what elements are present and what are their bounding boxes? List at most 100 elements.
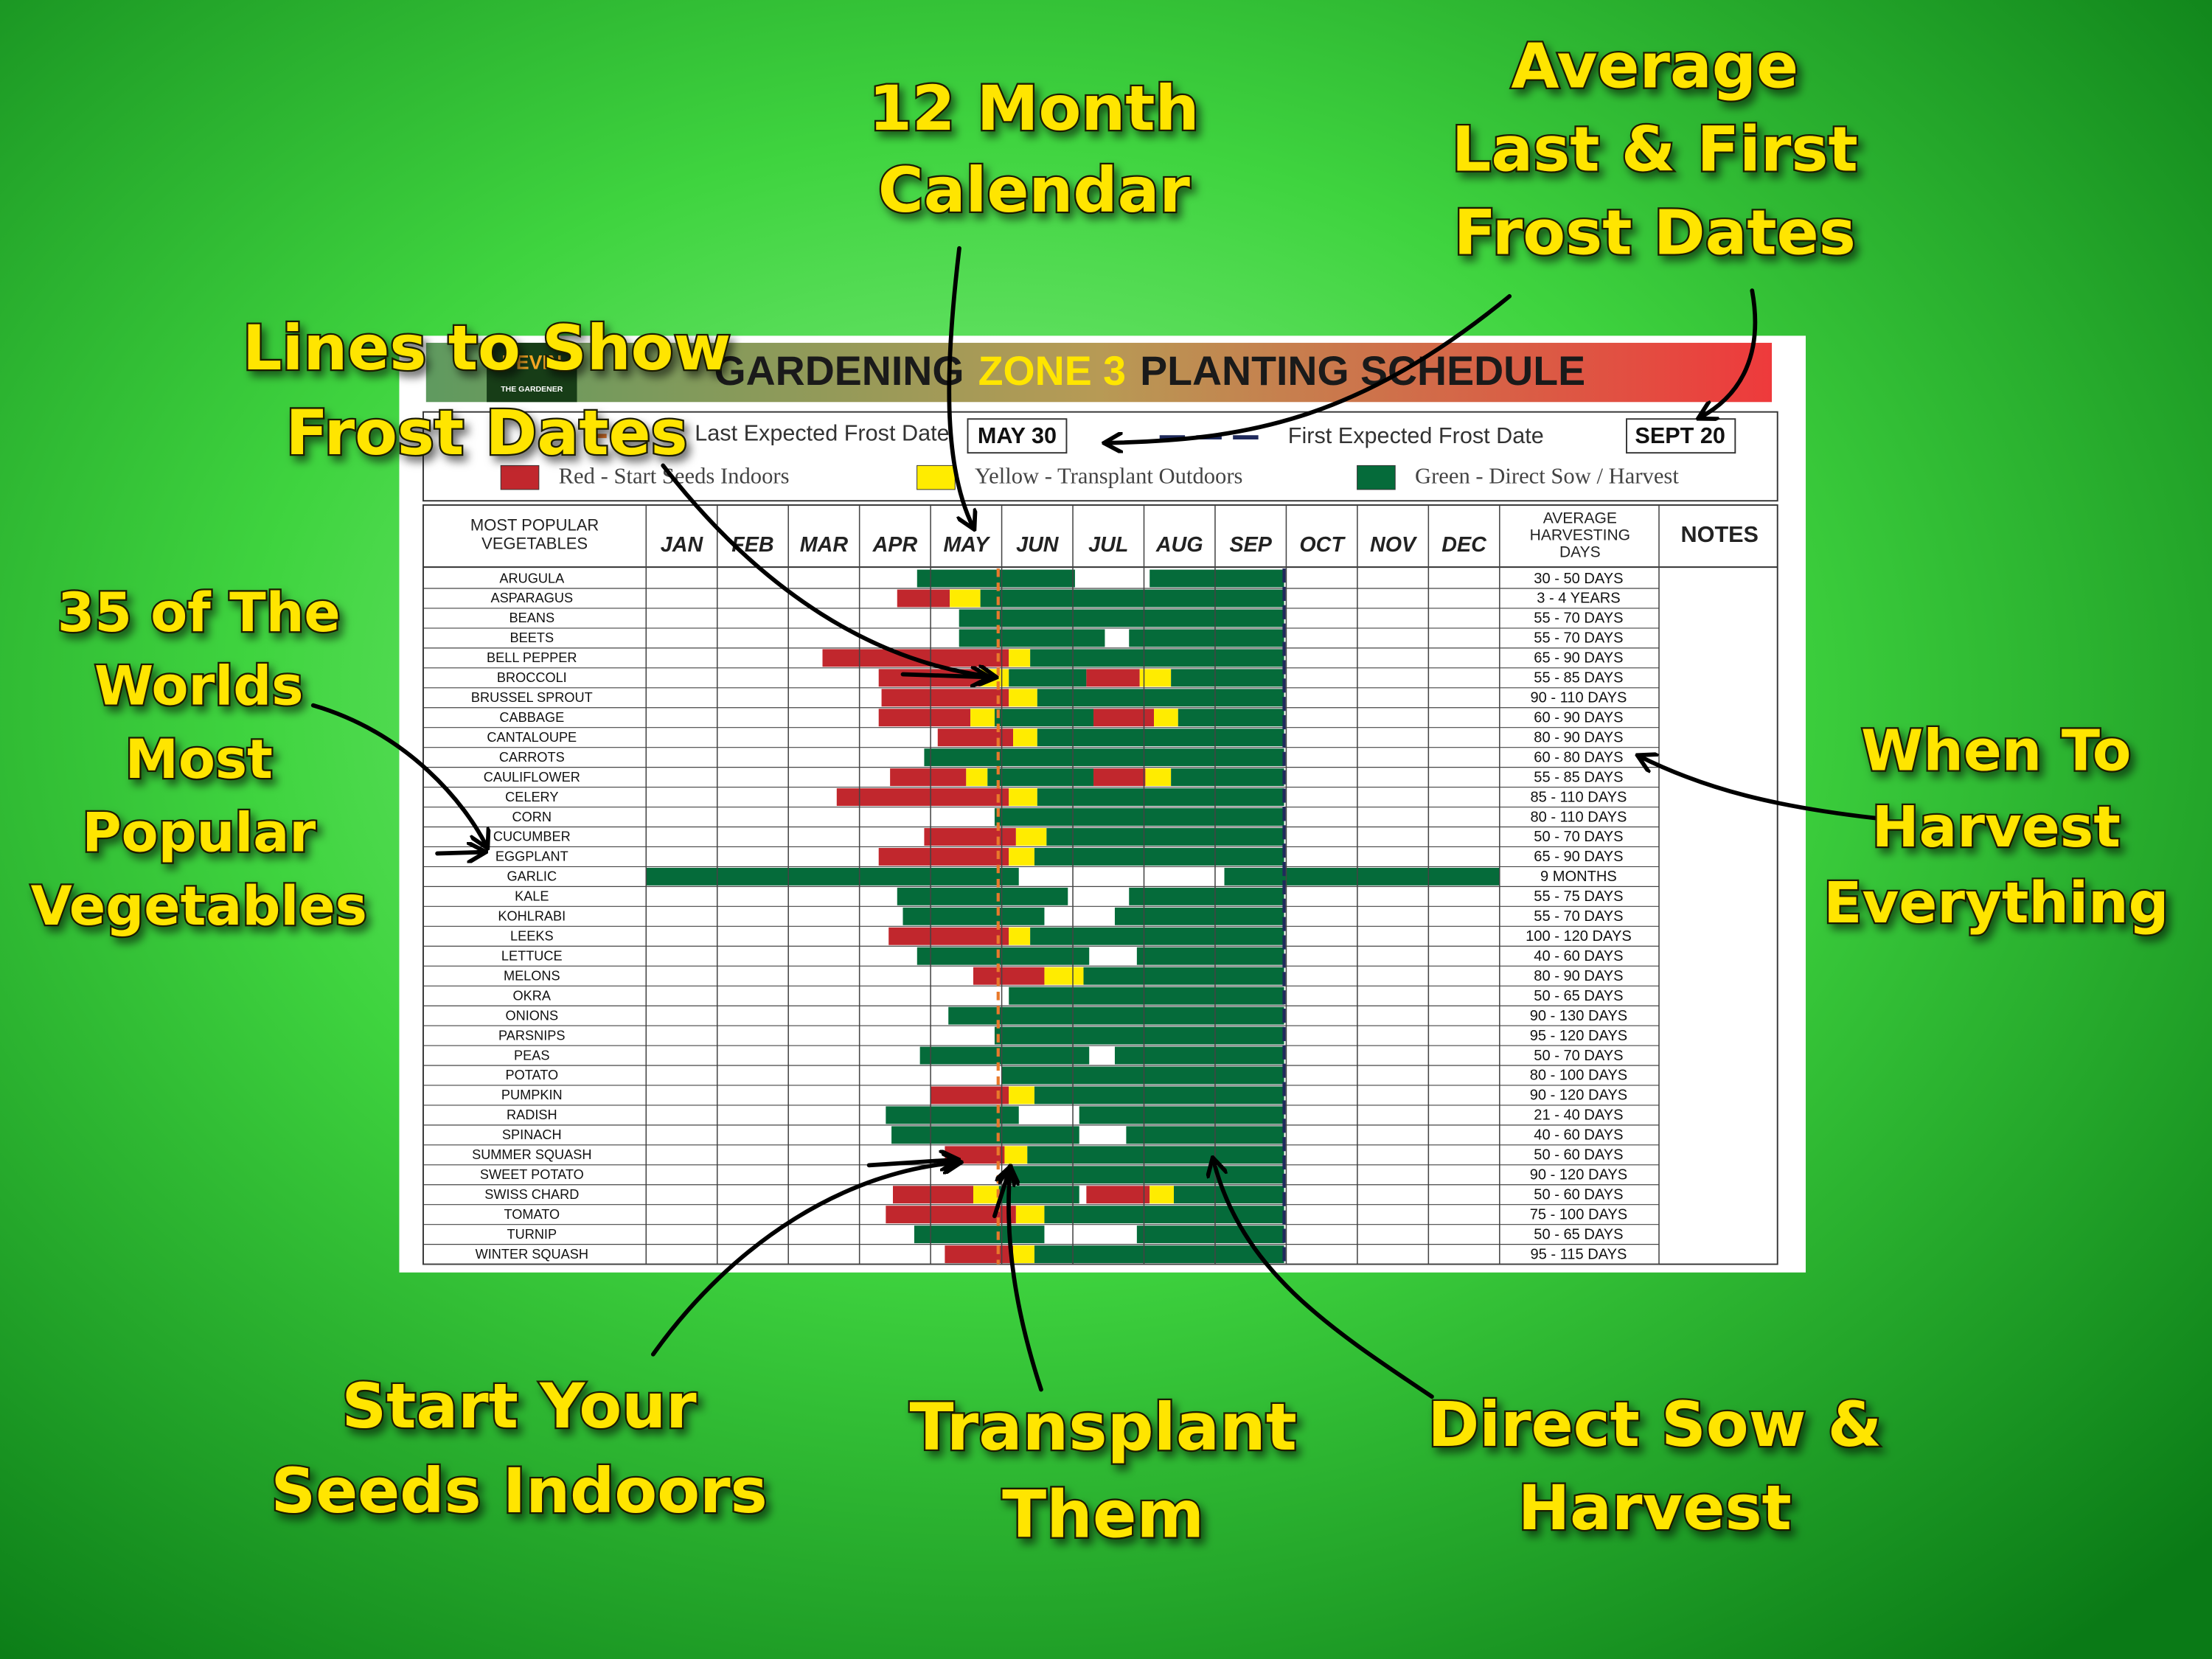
- vegetable-name: CABBAGE: [499, 710, 564, 725]
- phase-bar: [1030, 649, 1284, 667]
- arrow: [866, 1160, 957, 1166]
- annotation: Lines to Show: [243, 312, 731, 384]
- frost-label: First Expected Frost Date: [1288, 423, 1544, 448]
- phase-bar: [1009, 788, 1037, 807]
- harvest-days: 80 - 90 DAYS: [1534, 729, 1623, 745]
- header-days: DAYS: [1559, 544, 1601, 561]
- phase-bar: [1037, 788, 1284, 807]
- month-header: JUL: [1088, 533, 1128, 557]
- header-vegetables: VEGETABLES: [481, 534, 588, 552]
- vegetable-name: ASPARAGUS: [490, 591, 573, 605]
- annotation: Them: [1002, 1477, 1204, 1553]
- phase-bar: [1009, 847, 1034, 866]
- annotation: Direct Sow &: [1427, 1388, 1882, 1461]
- arrow: [1700, 288, 1758, 417]
- annotation: Harvest: [1872, 795, 2121, 860]
- phase-bar: [973, 967, 1045, 985]
- phase-bar: [1009, 1086, 1034, 1105]
- phase-bar: [888, 927, 1009, 945]
- phase-bar: [1139, 669, 1172, 687]
- vegetable-name: PEAS: [514, 1048, 549, 1062]
- phase-bar: [1013, 1245, 1034, 1264]
- phase-bar: [1013, 728, 1037, 747]
- legend-swatch: [917, 465, 956, 490]
- logo-box: [487, 342, 577, 403]
- phase-bar: [959, 609, 1284, 627]
- phase-bar: [1001, 1066, 1284, 1085]
- arrow: [650, 1163, 959, 1357]
- phase-bar: [646, 867, 1019, 886]
- phase-bar: [1034, 847, 1284, 866]
- phase-bar: [902, 907, 1045, 925]
- phase-bar: [994, 709, 1094, 727]
- title-part: ZONE 3: [978, 348, 1126, 394]
- frost-date-box: [1626, 418, 1736, 454]
- phase-bar: [917, 569, 1075, 588]
- legend-swatch: [1357, 465, 1396, 490]
- harvest-days: 50 - 60 DAYS: [1534, 1147, 1623, 1164]
- phase-bar: [878, 709, 971, 727]
- month-header: FEB: [731, 533, 773, 557]
- month-header: NOV: [1370, 533, 1418, 557]
- harvest-days: 80 - 90 DAYS: [1534, 968, 1623, 984]
- phase-bar: [970, 709, 995, 727]
- phase-bar: [994, 808, 1284, 826]
- vegetable-name: BROCCOLI: [497, 670, 567, 685]
- vegetable-name: ONIONS: [505, 1008, 558, 1023]
- vegetable-name: LETTUCE: [501, 948, 563, 963]
- vegetable-name: LEEKS: [510, 929, 554, 944]
- month-header: OCT: [1299, 533, 1346, 557]
- arrow: [947, 246, 973, 528]
- phase-bar: [1034, 1086, 1284, 1105]
- vegetable-name: OKRA: [513, 988, 552, 1003]
- arrow: [1213, 1160, 1434, 1399]
- vegetable-name: MELONS: [504, 968, 560, 983]
- vegetable-name: BEETS: [510, 630, 554, 645]
- annotation: Transplant: [909, 1389, 1296, 1465]
- header-vegetables: MOST POPULAR: [470, 515, 599, 534]
- phase-bar: [1174, 1186, 1284, 1204]
- phase-bar: [1150, 1186, 1175, 1204]
- frost-legend-box: [422, 411, 1778, 502]
- vegetable-name: CAULIFLOWER: [484, 770, 580, 785]
- vegetable-name: POTATO: [505, 1068, 558, 1082]
- phase-bar: [931, 1086, 1009, 1105]
- phase-bar: [987, 768, 1094, 787]
- annotation: Seeds Indoors: [271, 1455, 767, 1527]
- vegetable-name: BELL PEPPER: [487, 650, 577, 665]
- phase-bar: [1009, 927, 1031, 945]
- annotation: Last & First: [1452, 113, 1858, 185]
- frost-date: SEPT 20: [1635, 423, 1725, 448]
- phase-bar: [897, 887, 1068, 905]
- annotations: 12 Month Calendar Average Last & First Frost…: [29, 28, 2170, 1554]
- phase-bar: [836, 788, 1009, 807]
- month-header: DEC: [1441, 533, 1487, 557]
- arrows: [310, 246, 1879, 1399]
- phase-bar: [950, 589, 981, 608]
- harvest-days: 95 - 120 DAYS: [1530, 1028, 1627, 1044]
- phase-bar: [919, 1046, 1090, 1065]
- harvest-days: 60 - 90 DAYS: [1534, 709, 1623, 726]
- vegetable-name: CARROTS: [499, 750, 565, 765]
- annotation: Calendar: [878, 154, 1190, 226]
- phase-bar: [1015, 1206, 1045, 1224]
- vegetable-name: BRUSSEL SPROUT: [471, 690, 593, 705]
- phase-bar: [1114, 907, 1284, 925]
- vegetable-name: CELERY: [505, 790, 558, 804]
- harvest-days: 90 - 130 DAYS: [1530, 1008, 1627, 1024]
- logo-subtext: THE GARDENER: [501, 385, 563, 394]
- phase-bar: [1150, 569, 1284, 588]
- phase-bar: [948, 1006, 1284, 1025]
- phase-bar: [980, 589, 1284, 608]
- vegetable-name: ARUGULA: [499, 571, 565, 585]
- phase-bar: [1015, 828, 1047, 846]
- arrow: [1009, 1168, 1043, 1392]
- harvest-days: 55 - 85 DAYS: [1534, 769, 1623, 785]
- harvest-days: 50 - 70 DAYS: [1534, 829, 1623, 845]
- vegetable-name: EGGPLANT: [495, 849, 568, 864]
- month-header: MAY: [944, 533, 991, 557]
- month-header: APR: [872, 533, 918, 557]
- phase-bar: [1034, 1245, 1284, 1264]
- phase-bar: [1126, 1126, 1284, 1144]
